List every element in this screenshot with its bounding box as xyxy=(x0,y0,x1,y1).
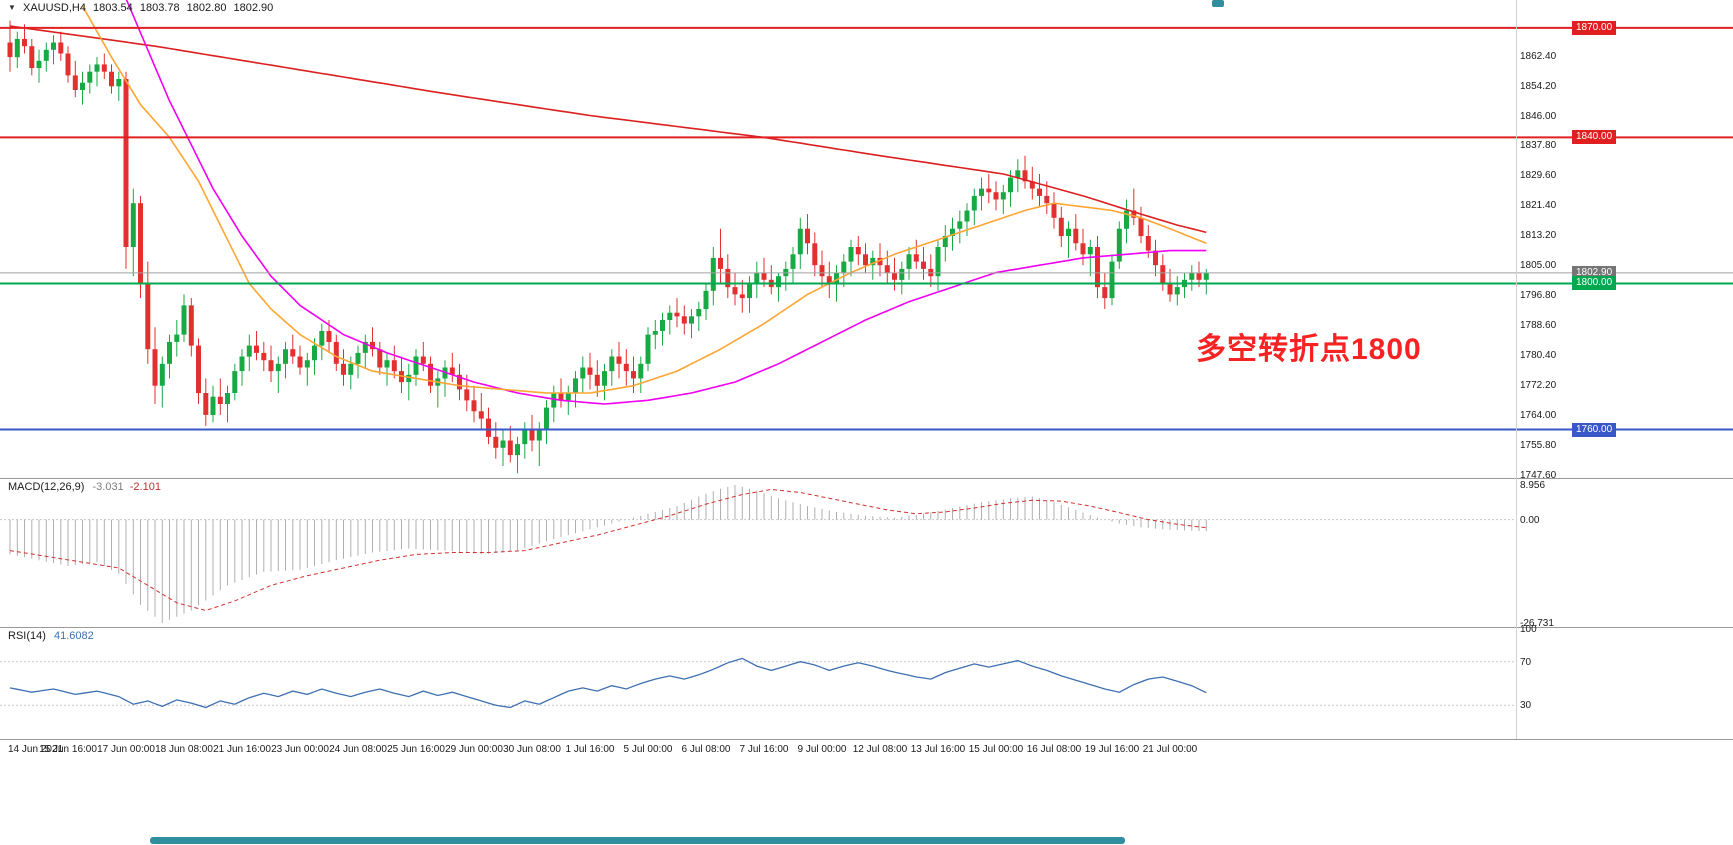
macd-indicator-label: MACD(12,26,9) -3.031 -2.101 xyxy=(8,481,161,493)
time-axis-label: 21 Jul 00:00 xyxy=(1142,744,1198,755)
price-tick-label: 1788.60 xyxy=(1520,320,1557,331)
symbol-timeframe: XAUUSD,H4 xyxy=(22,2,86,14)
macd-name: MACD(12,26,9) xyxy=(8,481,85,493)
time-axis-label: 13 Jul 16:00 xyxy=(910,744,966,755)
price-tick-label: 1837.80 xyxy=(1520,140,1557,151)
horizontal-scrollbar-thumb[interactable] xyxy=(150,837,1125,844)
time-axis-label: 7 Jul 16:00 xyxy=(739,744,789,755)
ohlc-close: 1802.90 xyxy=(233,2,274,14)
time-axis-label: 25 Jun 16:00 xyxy=(387,744,445,755)
time-axis-label: 9 Jul 00:00 xyxy=(797,744,847,755)
time-axis-label: 19 Jul 16:00 xyxy=(1084,744,1140,755)
time-axis-label: 29 Jun 00:00 xyxy=(445,744,503,755)
rsi-name: RSI(14) xyxy=(8,630,46,642)
macd-axis-label: 0.00 xyxy=(1520,515,1540,526)
time-axis-label: 15 Jul 00:00 xyxy=(968,744,1024,755)
chart-annotation-text: 多空转折点1800 xyxy=(1196,333,1422,366)
price-tick-label: 1780.40 xyxy=(1520,350,1557,361)
rsi-axis-label: 30 xyxy=(1520,700,1532,711)
time-axis-label: 1 Jul 16:00 xyxy=(565,744,615,755)
rsi-axis-label: 70 xyxy=(1520,657,1532,668)
rsi-value: 41.6082 xyxy=(53,630,94,642)
price-tick-label: 1854.20 xyxy=(1520,81,1557,92)
price-tick-label: 1747.60 xyxy=(1520,470,1557,481)
candles-layer xyxy=(7,20,1209,474)
time-axis-label: 12 Jul 08:00 xyxy=(852,744,908,755)
rsi-pane xyxy=(0,657,1516,709)
time-axis-label: 5 Jul 00:00 xyxy=(623,744,673,755)
level-lines xyxy=(0,26,1733,431)
time-axis-label: 24 Jun 08:00 xyxy=(329,744,387,755)
ohlc-open: 1803.54 xyxy=(93,2,133,14)
time-axis-label: 16 Jul 08:00 xyxy=(1026,744,1082,755)
time-axis-label: 18 Jun 08:00 xyxy=(155,744,213,755)
ma-fast-orange xyxy=(81,5,1207,394)
ma-medium-magenta xyxy=(125,0,1207,405)
time-axis-label: 17 Jun 00:00 xyxy=(97,744,155,755)
macd-axis-label: -26.731 xyxy=(1520,618,1554,629)
macd-signal-value: -2.101 xyxy=(129,481,161,493)
price-tick-label: 1772.20 xyxy=(1520,380,1557,391)
price-tick-label: 1829.60 xyxy=(1520,170,1557,181)
price-axis-border xyxy=(1516,0,1517,739)
symbol-info: ▼ XAUUSD,H4 1803.54 1803.78 1802.80 1802… xyxy=(8,2,277,14)
price-tag: 1800.00 xyxy=(1572,276,1617,290)
ohlc-high: 1803.78 xyxy=(139,2,180,14)
time-axis-border xyxy=(0,739,1733,740)
price-tick-label: 1846.00 xyxy=(1520,111,1557,122)
price-tick-label: 1862.40 xyxy=(1520,51,1557,62)
chart-dropdown-icon[interactable]: ▼ xyxy=(8,3,16,12)
time-axis-label: 21 Jun 16:00 xyxy=(213,744,271,755)
price-tick-label: 1755.80 xyxy=(1520,440,1557,451)
time-axis-label: 15 Jun 16:00 xyxy=(39,744,97,755)
price-tick-label: 1764.00 xyxy=(1520,410,1557,421)
time-axis-label: 14 Jun 2021 xyxy=(8,744,64,755)
price-tick-label: 1796.80 xyxy=(1520,290,1557,301)
price-tick-label: 1813.20 xyxy=(1520,230,1557,241)
pane-separator-rsi[interactable] xyxy=(0,627,1733,628)
time-axis-label: 30 Jun 08:00 xyxy=(503,744,561,755)
price-tick-label: 1805.00 xyxy=(1520,260,1557,271)
time-axis-label: 6 Jul 08:00 xyxy=(681,744,731,755)
corner-scrollbar-thumb[interactable] xyxy=(1212,0,1224,7)
pane-separator-macd[interactable] xyxy=(0,478,1733,479)
ma-slow-red xyxy=(9,25,1207,234)
macd-pane xyxy=(0,485,1516,623)
ohlc-low: 1802.80 xyxy=(186,2,227,14)
price-tick-label: 1821.40 xyxy=(1520,200,1557,211)
rsi-indicator-label: RSI(14) 41.6082 xyxy=(8,630,94,642)
macd-axis-label: 8.956 xyxy=(1520,480,1546,491)
time-axis-label: 23 Jun 00:00 xyxy=(271,744,329,755)
price-tag: 1760.00 xyxy=(1572,423,1617,437)
macd-main-value: -3.031 xyxy=(92,481,124,493)
rsi-axis-label: 100 xyxy=(1520,624,1537,635)
price-tag: 1870.00 xyxy=(1572,21,1617,35)
price-tag: 1840.00 xyxy=(1572,130,1617,144)
